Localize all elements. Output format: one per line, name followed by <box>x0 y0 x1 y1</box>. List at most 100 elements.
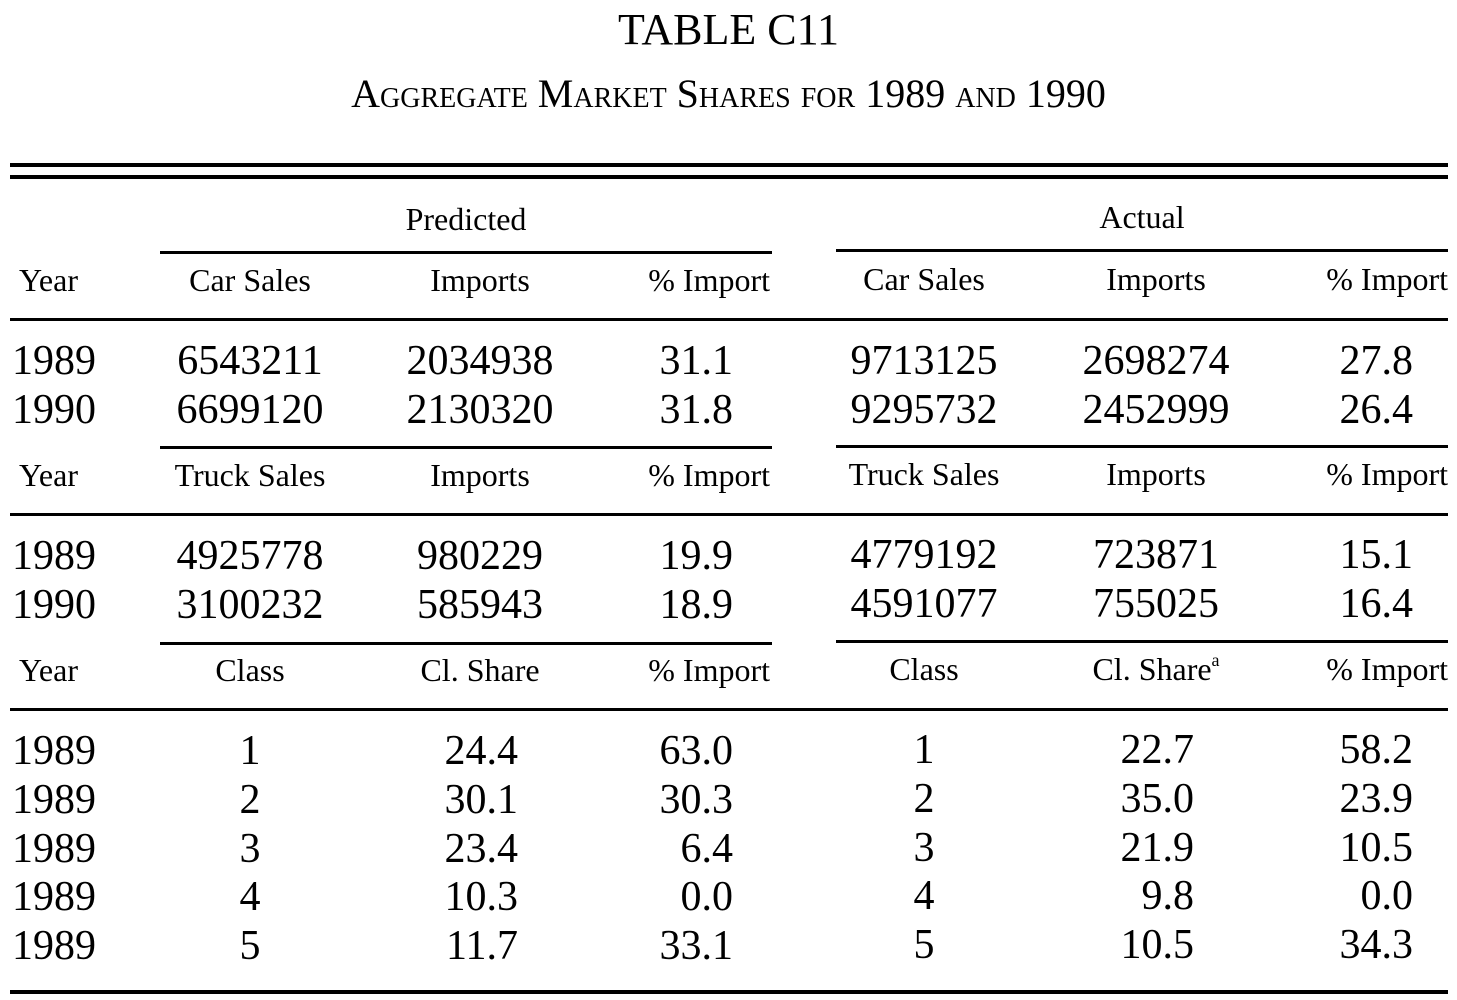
table-cell: 980229 <box>417 533 543 579</box>
predicted-group-underline <box>160 251 772 254</box>
table-subtitle: Aggregate Market Shares for 1989 and 199… <box>351 71 1106 116</box>
table-cell: 16.4 <box>1339 581 1414 627</box>
col-header-year: Year <box>19 262 78 298</box>
top-rule-thin <box>10 175 1448 179</box>
table-cell-year: 1989 <box>12 777 96 823</box>
predicted-section-underline <box>160 446 772 449</box>
table-cell: 9295732 <box>850 387 998 433</box>
col-header-pred-truck-sales: Truck Sales <box>174 457 326 493</box>
table-cell: 755025 <box>1093 581 1219 627</box>
header-rule <box>10 708 1448 711</box>
table-cell: 1 <box>239 728 261 774</box>
table-cell-year: 1989 <box>12 826 96 872</box>
table-cell: 2034938 <box>406 338 554 384</box>
col-header-pred-imports: Imports <box>430 262 530 298</box>
actual-group-header: Actual <box>1099 199 1185 235</box>
table-cell: 33.1 <box>659 923 734 969</box>
header-rule <box>10 513 1448 516</box>
table-cell: 24.4 <box>444 728 519 774</box>
table-cell: 2 <box>239 777 261 823</box>
table-cell-year: 1989 <box>12 533 96 579</box>
table-cell: 23.4 <box>444 826 519 872</box>
table-cell: 15.1 <box>1339 532 1414 578</box>
col-header-pred-car-sales: Car Sales <box>189 262 311 298</box>
table-cell: 31.8 <box>659 387 734 433</box>
table-cell: 11.7 <box>446 923 518 969</box>
predicted-group-header: Predicted <box>405 201 527 237</box>
table-cell: 2452999 <box>1082 387 1230 433</box>
table-cell: 4 <box>913 873 935 919</box>
actual-section-underline <box>836 445 1448 448</box>
actual-section-underline <box>836 640 1448 643</box>
col-header-act-pct-import: % Import <box>1326 456 1448 492</box>
footnote-marker: a <box>1211 650 1220 670</box>
col-header-pred-pct-import: % Import <box>648 652 770 688</box>
table-cell: 63.0 <box>659 728 734 774</box>
col-header-pred-pct-import: % Import <box>648 262 770 298</box>
col-header-year: Year <box>19 652 78 688</box>
table-cell: 4779192 <box>850 532 998 578</box>
col-header-pred-class: Class <box>215 652 285 688</box>
table-title: TABLE C11 <box>618 5 839 54</box>
col-header-act-imports: Imports <box>1106 456 1206 492</box>
predicted-section-underline <box>160 642 772 645</box>
col-header-pred-imports: Imports <box>430 457 530 493</box>
col-header-act-imports: Imports <box>1106 261 1206 297</box>
table-cell-year: 1990 <box>12 387 96 433</box>
table-cell: 19.9 <box>659 533 734 579</box>
col-header-act-class-share-label: Cl. Share <box>1092 651 1212 687</box>
table-cell: 22.7 <box>1120 727 1195 773</box>
table-cell: 3 <box>239 826 261 872</box>
table-cell: 2130320 <box>406 387 554 433</box>
table-cell: 2 <box>913 776 935 822</box>
table-cell-year: 1989 <box>12 728 96 774</box>
table-cell-year: 1989 <box>12 338 96 384</box>
col-header-act-class-share: Cl. Sharea <box>1056 651 1256 687</box>
table-cell: 2698274 <box>1082 338 1230 384</box>
table-cell: 31.1 <box>659 338 734 384</box>
col-header-act-pct-import: % Import <box>1326 651 1448 687</box>
table-cell: 10.3 <box>444 874 519 920</box>
table-cell: 10.5 <box>1339 825 1414 871</box>
table-cell: 9713125 <box>850 338 998 384</box>
header-rule <box>10 318 1448 321</box>
table-cell: 18.9 <box>659 582 734 628</box>
table-cell: 0.0 <box>1360 873 1414 919</box>
table-cell: 30.1 <box>444 777 519 823</box>
col-header-year: Year <box>19 457 78 493</box>
table-cell: 26.4 <box>1339 387 1414 433</box>
table-cell: 4 <box>239 874 261 920</box>
actual-group-underline <box>836 249 1448 252</box>
table-cell: 58.2 <box>1339 727 1414 773</box>
table-cell-year: 1989 <box>12 923 96 969</box>
col-header-act-car-sales: Car Sales <box>863 261 985 297</box>
table-cell: 5 <box>239 923 261 969</box>
table-cell: 6.4 <box>680 826 734 872</box>
table-cell: 3100232 <box>176 582 324 628</box>
col-header-pred-class-share: Cl. Share <box>420 652 540 688</box>
table-cell-year: 1990 <box>12 582 96 628</box>
table-cell: 35.0 <box>1120 776 1195 822</box>
table-cell: 0.0 <box>680 874 734 920</box>
table-cell: 1 <box>913 727 935 773</box>
bottom-rule <box>10 990 1448 994</box>
table-cell-year: 1989 <box>12 874 96 920</box>
table-cell: 23.9 <box>1339 776 1414 822</box>
table-cell: 3 <box>913 825 935 871</box>
table-cell: 5 <box>913 922 935 968</box>
table-cell: 4591077 <box>850 581 998 627</box>
col-header-act-class: Class <box>889 651 959 687</box>
table-cell: 9.8 <box>1141 873 1195 919</box>
table-cell: 723871 <box>1093 532 1219 578</box>
col-header-pred-pct-import: % Import <box>648 457 770 493</box>
table-cell: 4925778 <box>176 533 324 579</box>
table-cell: 27.8 <box>1339 338 1414 384</box>
table-cell: 585943 <box>417 582 543 628</box>
top-rule-thick <box>10 163 1448 167</box>
table-cell: 30.3 <box>659 777 734 823</box>
table-cell: 34.3 <box>1339 922 1414 968</box>
col-header-act-truck-sales: Truck Sales <box>848 456 1000 492</box>
table-cell: 21.9 <box>1120 825 1195 871</box>
table-cell: 6543211 <box>177 338 323 384</box>
table-cell: 10.5 <box>1120 922 1195 968</box>
